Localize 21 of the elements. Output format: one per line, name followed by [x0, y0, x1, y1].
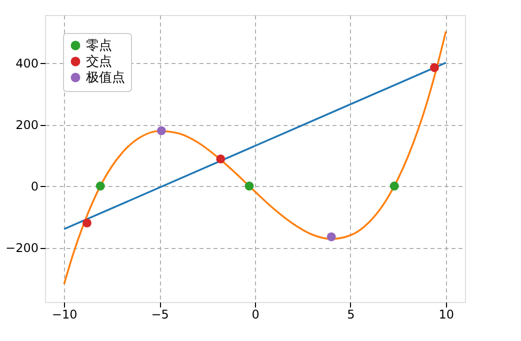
- point: [216, 154, 226, 164]
- point: [390, 182, 399, 190]
- legend-label: 零点: [86, 38, 112, 54]
- legend-label: 极值点: [85, 70, 125, 86]
- x-tick-label: −10: [52, 308, 78, 322]
- line-series: [63, 30, 447, 286]
- point: [430, 63, 439, 72]
- x-tick-label: −5: [151, 308, 169, 322]
- x-tick-label: 0: [252, 308, 260, 322]
- point: [244, 182, 254, 190]
- legend-label: 交点: [86, 54, 112, 70]
- y-tick-label: 200: [16, 118, 38, 132]
- x-tick-label: 5: [347, 308, 355, 322]
- y-tick-label: −200: [6, 241, 38, 256]
- y-tick-label: 400: [16, 56, 38, 70]
- point: [156, 126, 166, 136]
- y-tick-label: 0: [30, 180, 38, 194]
- point: [326, 232, 336, 242]
- point: [82, 218, 92, 228]
- x-tick-label: 10: [438, 308, 454, 322]
- point: [96, 182, 105, 190]
